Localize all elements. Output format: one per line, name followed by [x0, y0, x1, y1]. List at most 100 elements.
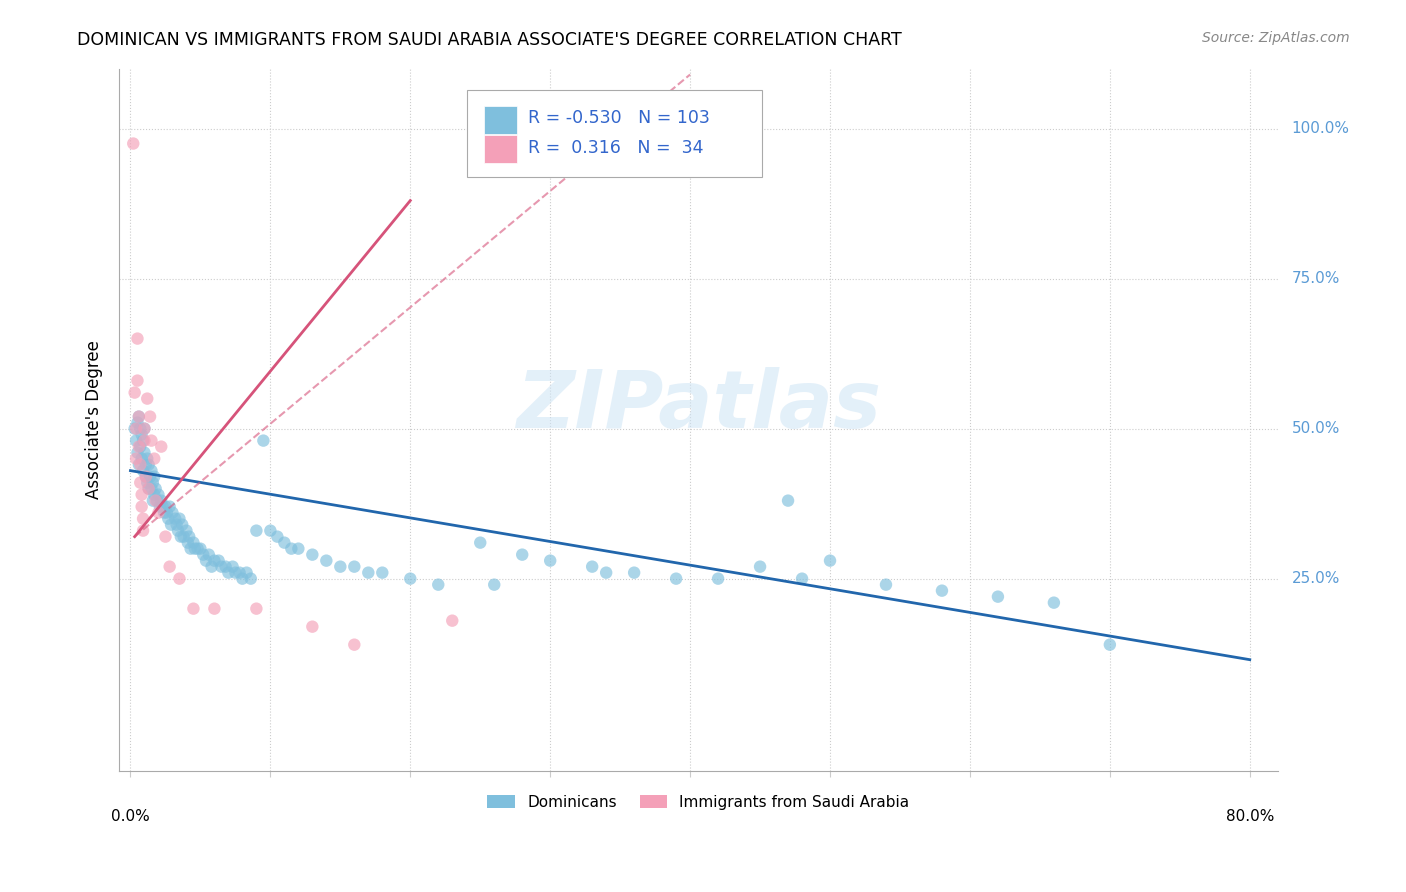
Point: [301, 620, 323, 634]
Point: [129, 440, 152, 454]
Point: [156, 506, 179, 520]
Point: [187, 541, 209, 556]
Point: [136, 392, 159, 406]
Point: [315, 554, 337, 568]
Point: [266, 530, 288, 544]
Point: [138, 458, 160, 472]
Point: [125, 451, 148, 466]
Y-axis label: Associate's Degree: Associate's Degree: [86, 340, 103, 499]
Text: 75.0%: 75.0%: [1292, 271, 1340, 286]
Point: [172, 517, 194, 532]
Point: [157, 511, 180, 525]
Point: [129, 475, 152, 490]
Point: [202, 554, 225, 568]
Text: 50.0%: 50.0%: [1292, 421, 1340, 436]
Point: [252, 434, 274, 448]
Point: [173, 530, 195, 544]
Point: [153, 506, 176, 520]
Point: [141, 434, 163, 448]
Point: [150, 493, 173, 508]
Point: [136, 451, 159, 466]
Point: [131, 427, 153, 442]
Point: [127, 445, 149, 459]
Point: [224, 566, 246, 580]
Point: [287, 541, 309, 556]
Point: [149, 500, 172, 514]
Point: [169, 572, 191, 586]
Text: 0.0%: 0.0%: [111, 809, 150, 824]
Point: [193, 548, 215, 562]
Point: [135, 458, 157, 472]
Point: [357, 566, 380, 580]
Point: [129, 458, 152, 472]
Point: [143, 469, 166, 483]
Point: [128, 409, 150, 424]
Legend: Dominicans, Immigrants from Saudi Arabia: Dominicans, Immigrants from Saudi Arabia: [481, 789, 915, 815]
Point: [125, 422, 148, 436]
Bar: [484, 106, 516, 134]
Point: [749, 559, 772, 574]
Point: [183, 535, 205, 549]
Point: [155, 500, 177, 514]
Point: [162, 506, 184, 520]
Point: [134, 434, 156, 448]
Point: [132, 434, 155, 448]
Text: Source: ZipAtlas.com: Source: ZipAtlas.com: [1202, 31, 1350, 45]
Point: [124, 422, 146, 436]
Point: [148, 488, 170, 502]
Point: [145, 482, 167, 496]
Point: [1043, 596, 1066, 610]
Point: [665, 572, 688, 586]
Point: [127, 374, 149, 388]
Point: [124, 385, 146, 400]
Text: 80.0%: 80.0%: [1226, 809, 1274, 824]
FancyBboxPatch shape: [467, 89, 762, 178]
Point: [623, 566, 645, 580]
Point: [141, 464, 163, 478]
Point: [343, 559, 366, 574]
Point: [131, 488, 153, 502]
Point: [136, 475, 159, 490]
Point: [160, 517, 183, 532]
Point: [142, 493, 165, 508]
Point: [128, 440, 150, 454]
Point: [207, 554, 229, 568]
Point: [259, 524, 281, 538]
Text: DOMINICAN VS IMMIGRANTS FROM SAUDI ARABIA ASSOCIATE'S DEGREE CORRELATION CHART: DOMINICAN VS IMMIGRANTS FROM SAUDI ARABI…: [77, 31, 903, 49]
Point: [441, 614, 464, 628]
Text: R =  0.316   N =  34: R = 0.316 N = 34: [529, 139, 704, 157]
Point: [217, 566, 239, 580]
Point: [135, 469, 157, 483]
Point: [132, 511, 155, 525]
Point: [127, 416, 149, 430]
Point: [221, 559, 243, 574]
Point: [176, 524, 198, 538]
Point: [132, 464, 155, 478]
Point: [280, 541, 302, 556]
Point: [142, 475, 165, 490]
Point: [201, 559, 224, 574]
Bar: [484, 136, 516, 163]
Point: [159, 500, 181, 514]
Point: [228, 566, 250, 580]
Point: [235, 566, 257, 580]
Point: [132, 524, 155, 538]
Point: [139, 409, 162, 424]
Text: 100.0%: 100.0%: [1292, 121, 1350, 136]
Point: [177, 535, 200, 549]
Text: ZIPatlas: ZIPatlas: [516, 367, 882, 444]
Point: [143, 451, 166, 466]
Point: [239, 572, 262, 586]
Point: [343, 638, 366, 652]
Point: [166, 517, 188, 532]
Point: [143, 488, 166, 502]
Point: [707, 572, 730, 586]
Point: [127, 332, 149, 346]
Point: [595, 566, 617, 580]
Point: [198, 548, 221, 562]
Point: [125, 434, 148, 448]
Point: [818, 554, 841, 568]
Point: [150, 440, 173, 454]
Point: [209, 559, 232, 574]
Point: [931, 583, 953, 598]
